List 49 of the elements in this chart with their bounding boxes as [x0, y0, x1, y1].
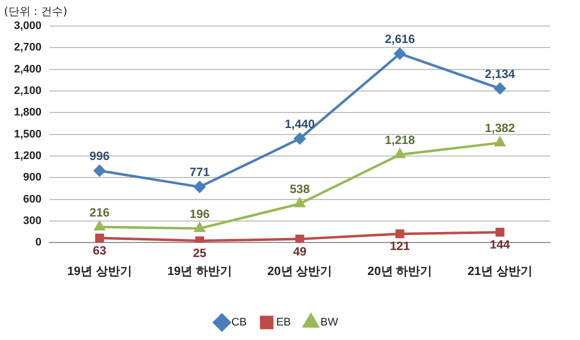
data-label: 196: [190, 206, 210, 221]
data-label: 2,134: [484, 66, 516, 81]
point: [194, 181, 206, 193]
x-tick-label: 21년 상반기: [468, 264, 532, 278]
data-label: 63: [92, 243, 107, 258]
x-tick-label: 20년 하반기: [368, 264, 432, 278]
point: [94, 221, 105, 231]
y-tick-label: 2,100: [14, 85, 42, 98]
y-tick-label: 3,000: [14, 20, 42, 32]
y-tick-label: 0: [35, 236, 42, 249]
point: [496, 228, 504, 237]
data-label: 771: [190, 165, 210, 180]
y-tick-label: 2,400: [14, 63, 42, 76]
point: [294, 132, 306, 144]
point: [195, 236, 204, 243]
y-tick-label: 300: [23, 214, 42, 227]
data-label: 538: [290, 182, 310, 196]
data-label: 216: [90, 205, 110, 220]
point: [294, 198, 305, 208]
point: [494, 82, 506, 94]
data-label: 49: [293, 244, 307, 258]
y-axis-title: (단위 : 건수): [4, 4, 68, 19]
y-tick-label: 1,500: [14, 128, 42, 140]
y-tick-label: 2,700: [14, 42, 42, 54]
data-label: 2,616: [384, 32, 416, 46]
legend-label: BW: [320, 316, 339, 329]
point: [95, 234, 104, 242]
x-tick-label: 20년 상반기: [267, 264, 332, 278]
point: [394, 48, 406, 60]
point: [194, 222, 205, 232]
point: [94, 164, 106, 176]
data-label: 996: [90, 149, 110, 163]
data-label: 25: [192, 246, 207, 260]
point: [394, 148, 406, 158]
data-label: 1,382: [484, 121, 516, 136]
point: [395, 229, 404, 238]
data-label: 121: [390, 239, 410, 254]
legend-label: CB: [231, 316, 247, 329]
y-tick-label: 900: [23, 172, 42, 184]
point: [494, 137, 506, 146]
y-tick-label: 600: [23, 193, 42, 206]
x-tick-label: 19년 상반기: [67, 264, 132, 278]
data-label: 1,440: [284, 116, 316, 131]
y-tick-label: 1,200: [14, 150, 42, 162]
legend-label: EB: [276, 316, 291, 329]
x-tick-label: 19년 하반기: [167, 264, 232, 278]
y-tick-label: 1,800: [14, 106, 42, 119]
data-label: 1,218: [384, 132, 416, 147]
point: [295, 234, 304, 243]
